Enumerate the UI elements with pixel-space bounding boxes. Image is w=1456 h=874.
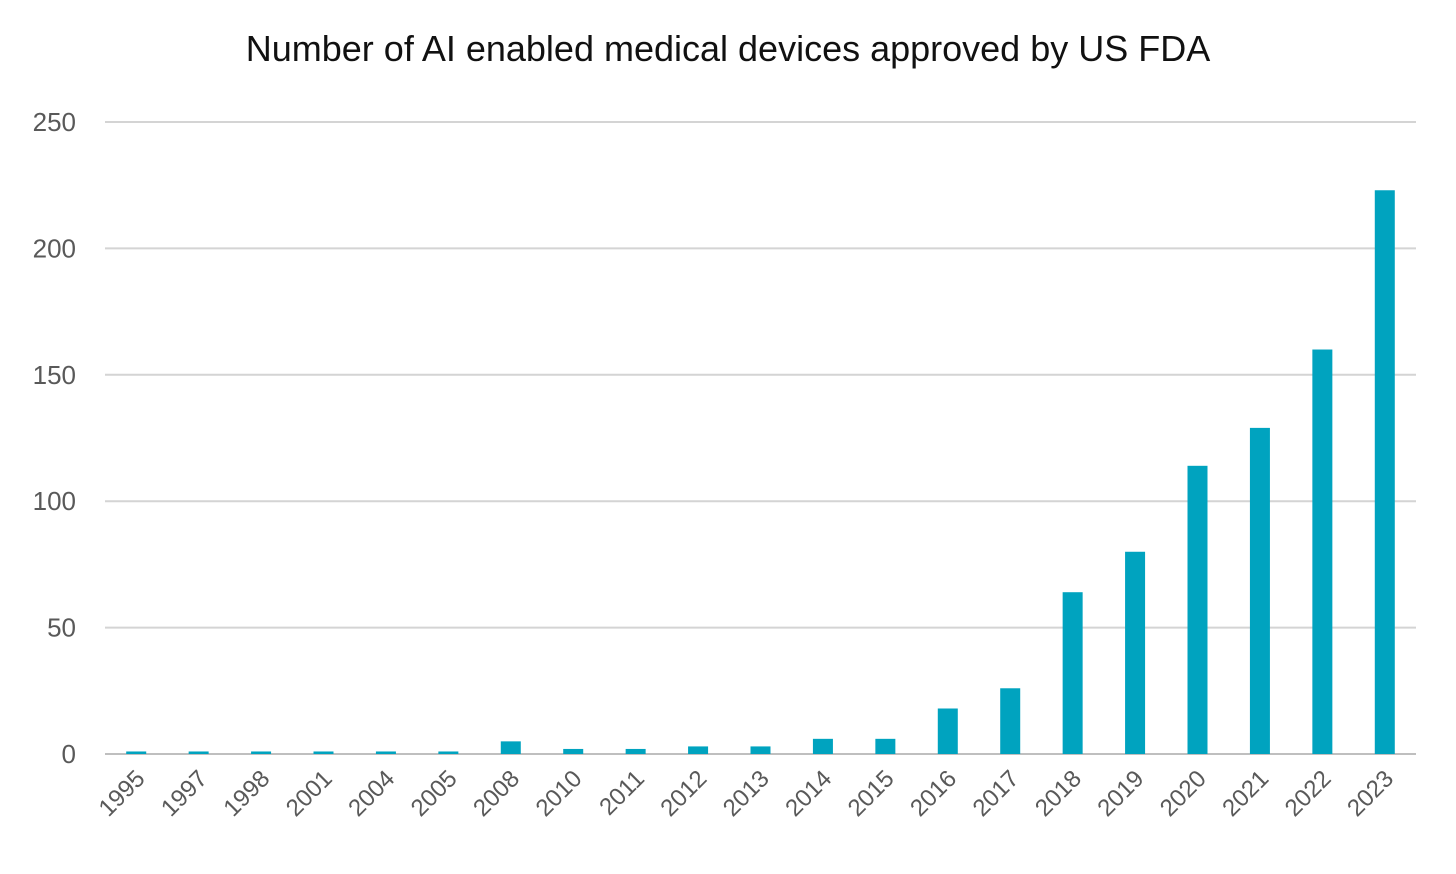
x-tick-label: 2019 [1092, 765, 1149, 822]
bar-2016 [937, 708, 958, 754]
x-tick-label: 2020 [1155, 765, 1212, 822]
y-axis-ticks: 0 50 100 150 200 250 [33, 107, 76, 769]
bar-2019 [1125, 551, 1146, 754]
x-tick-label: 2016 [905, 765, 962, 822]
x-tick-label: 2010 [531, 765, 588, 822]
bar-2017 [1000, 688, 1021, 754]
x-tick-label: 2023 [1342, 765, 1399, 822]
bars [126, 190, 1395, 755]
x-axis-ticks: 1995 1997 1998 2001 2004 2005 2008 2010 2011 2012… [94, 765, 1399, 822]
x-tick-label: 2004 [343, 765, 400, 822]
bar-2010 [563, 748, 584, 754]
y-tick-label: 50 [47, 613, 76, 643]
bar-2008 [500, 741, 521, 754]
bar-1997 [188, 751, 209, 754]
y-tick-label: 200 [33, 233, 76, 263]
bar-2013 [750, 746, 771, 754]
x-tick-label: 2014 [780, 765, 837, 822]
x-tick-label: 2022 [1280, 765, 1337, 822]
y-tick-label: 100 [33, 486, 76, 516]
bar-1995 [126, 751, 147, 754]
x-tick-label: 2008 [468, 765, 525, 822]
bar-2015 [875, 738, 896, 754]
bar-2004 [375, 751, 396, 754]
x-tick-label: 2013 [718, 765, 775, 822]
bar-2005 [438, 751, 459, 754]
x-tick-label: 1995 [94, 765, 151, 822]
x-tick-label: 2015 [843, 765, 900, 822]
bar-2001 [313, 751, 334, 754]
x-tick-label: 2017 [968, 765, 1025, 822]
bar-2011 [625, 748, 646, 754]
bar-1998 [251, 751, 272, 754]
y-tick-label: 0 [62, 739, 76, 769]
gridlines [105, 121, 1416, 755]
bar-2020 [1187, 465, 1208, 754]
x-tick-label: 2012 [655, 765, 712, 822]
x-tick-label: 2001 [281, 765, 338, 822]
x-tick-label: 2005 [406, 765, 463, 822]
bar-2014 [812, 738, 833, 754]
x-tick-label: 2021 [1217, 765, 1274, 822]
bar-2023 [1374, 190, 1395, 755]
bar-2018 [1062, 592, 1083, 754]
x-tick-label: 2011 [594, 765, 650, 821]
x-tick-label: 1998 [218, 765, 275, 822]
bar-2012 [688, 746, 709, 754]
y-tick-label: 250 [33, 107, 76, 137]
x-tick-label: 2018 [1030, 765, 1087, 822]
x-tick-label: 1997 [156, 765, 213, 822]
chart-title: Number of AI enabled medical devices app… [245, 28, 1211, 69]
y-tick-label: 150 [33, 360, 76, 390]
bar-2022 [1312, 349, 1333, 754]
bar-2021 [1249, 427, 1270, 754]
